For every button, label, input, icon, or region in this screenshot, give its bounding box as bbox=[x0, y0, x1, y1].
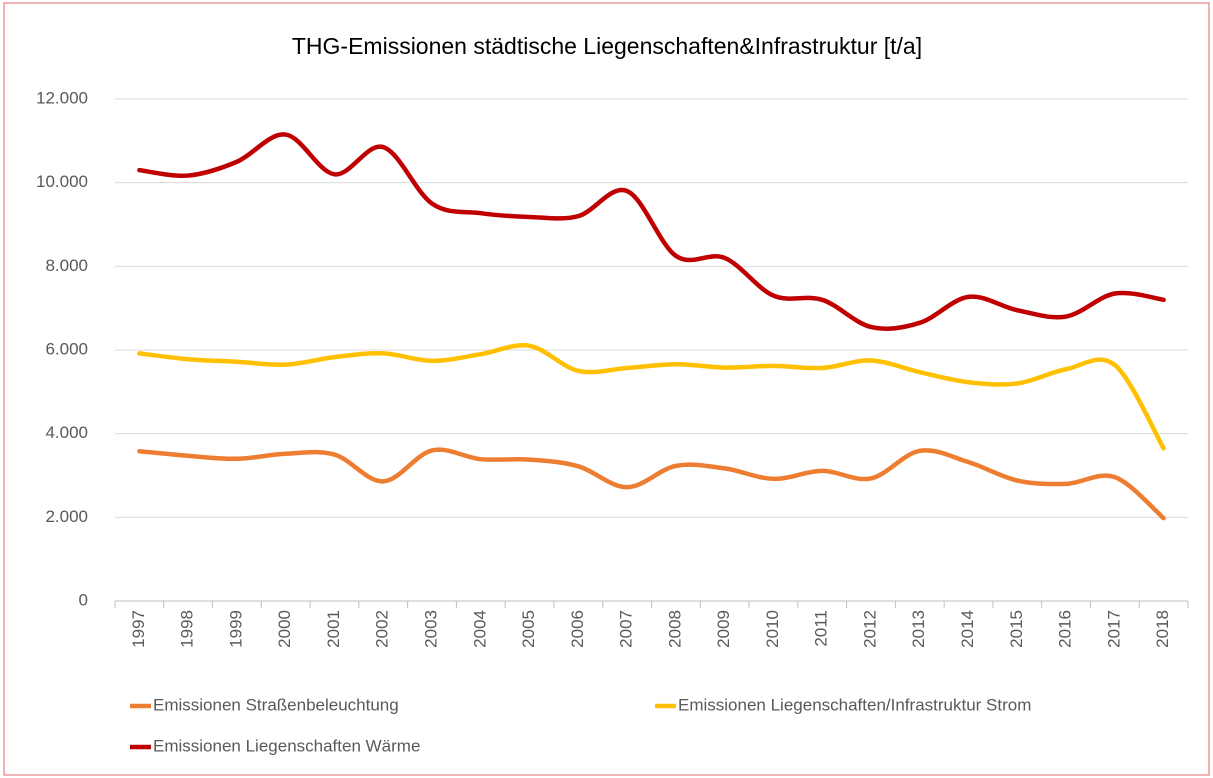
x-tick-label: 2013 bbox=[909, 610, 928, 648]
x-tick-label: 1999 bbox=[226, 610, 245, 648]
x-tick-label: 2011 bbox=[812, 610, 831, 647]
x-tick-label: 2003 bbox=[422, 610, 441, 648]
x-tick-label: 2009 bbox=[714, 610, 733, 648]
x-tick-label: 2005 bbox=[519, 610, 538, 648]
x-tick-label: 2000 bbox=[275, 610, 294, 648]
y-tick-label: 4.000 bbox=[45, 423, 88, 442]
x-tick-label: 2016 bbox=[1056, 610, 1075, 648]
x-tick-label: 2008 bbox=[665, 610, 684, 648]
series-line bbox=[137, 132, 1166, 331]
chart-title: THG-Emissionen städtische Liegenschaften… bbox=[292, 33, 922, 59]
legend-label: Emissionen Liegenschaften Wärme bbox=[153, 736, 420, 755]
x-tick-label: 1998 bbox=[178, 610, 197, 648]
y-tick-label: 0 bbox=[79, 590, 88, 609]
x-tick-label: 2007 bbox=[617, 610, 636, 648]
x-tick-label: 2010 bbox=[763, 610, 782, 648]
series-line bbox=[137, 447, 1166, 521]
x-tick-label: 2015 bbox=[1007, 610, 1026, 648]
x-tick-label: 2004 bbox=[470, 610, 489, 648]
y-tick-label: 2.000 bbox=[45, 507, 88, 526]
legend-label: Emissionen Straßenbeleuchtung bbox=[153, 695, 399, 714]
chart-frame bbox=[3, 2, 1210, 776]
series-line bbox=[137, 343, 1166, 451]
x-tick-label: 2002 bbox=[373, 610, 392, 648]
legend-label: Emissionen Liegenschaften/Infrastruktur … bbox=[678, 695, 1031, 714]
x-tick-label: 2006 bbox=[568, 610, 587, 648]
x-tick-label: 2001 bbox=[324, 610, 343, 648]
y-tick-label: 6.000 bbox=[45, 339, 88, 358]
x-tick-label: 2014 bbox=[958, 610, 977, 648]
x-tick-label: 2012 bbox=[860, 610, 879, 648]
x-tick-label: 2018 bbox=[1153, 610, 1172, 648]
x-tick-label: 2017 bbox=[1104, 610, 1123, 648]
y-tick-label: 8.000 bbox=[45, 256, 88, 275]
y-tick-label: 10.000 bbox=[36, 172, 88, 191]
x-tick-label: 1997 bbox=[129, 610, 148, 648]
y-tick-label: 12.000 bbox=[36, 88, 88, 107]
